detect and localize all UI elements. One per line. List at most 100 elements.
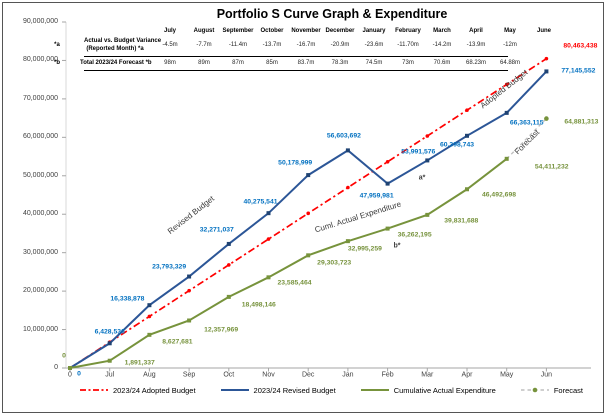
x-axis-label: Apr [461, 371, 473, 379]
legend-item: 2023/24 Adopted Budget [79, 385, 196, 395]
adopted-marker [465, 108, 469, 113]
data-label-cumulative: 36,262,195 [397, 231, 432, 239]
y-axis-label: 0 [54, 364, 58, 371]
data-label-adopted: 80,463,438 [563, 42, 598, 50]
data-label-cumulative: 8,627,681 [162, 338, 193, 346]
x-axis-label: Oct [223, 371, 235, 379]
table-cell-forecast: 70.6m [433, 60, 451, 66]
revised-marker [187, 274, 192, 279]
footnote-marker: b* [393, 242, 401, 250]
revised-marker [226, 241, 231, 246]
cumulative-marker [68, 366, 72, 370]
chart-legend: 2023/24 Adopted Budget 2023/24 Revised Bu… [70, 385, 592, 395]
adopted-marker [385, 159, 390, 164]
table-column-header: June [536, 28, 552, 34]
data-label-revised: 53,991,576 [401, 148, 436, 156]
data-label-forecast: 64,881,313 [564, 118, 599, 126]
legend-label: Cumulative Actual Expenditure [393, 385, 496, 395]
x-axis-label: Sep [182, 371, 196, 379]
cumulative-marker [504, 156, 509, 161]
table-row-marker: *a [54, 42, 60, 48]
adopted-marker [346, 185, 350, 190]
legend-marker-icon [220, 389, 249, 391]
table-cell-variance: -4.5m [162, 42, 178, 48]
x-axis-label: Dec [301, 371, 315, 379]
table-rule [84, 70, 508, 71]
data-label-cumulative: 18,498,146 [241, 301, 276, 309]
legend-item: Forecast [520, 385, 583, 395]
data-label-cumulative: 29,303,723 [317, 259, 352, 267]
x-axis-label: Feb [381, 371, 394, 379]
adopted-marker [425, 134, 430, 138]
table-column-header: July [163, 28, 177, 34]
table-cell-forecast: 64.88m [499, 60, 521, 66]
data-label-cumulative: 46,492,698 [481, 191, 517, 199]
data-label-cumulative: 32,995,259 [347, 245, 382, 253]
revised-marker [147, 303, 152, 308]
footnote-marker: a* [418, 174, 426, 182]
y-axis-label: 30,000,000 [22, 248, 58, 256]
table-cell-variance: -11.70m [397, 42, 419, 48]
x-axis-label: Jun [540, 371, 553, 379]
table-cell-forecast: 73m [402, 60, 414, 66]
data-label-revised: 66,363,115 [509, 119, 544, 127]
table-cell-variance: -23.6m [364, 42, 384, 48]
legend-item: Cumulative Actual Expenditure [360, 385, 496, 395]
table-column-header: March [433, 28, 451, 34]
table-cell-variance: -7.7m [196, 42, 212, 48]
x-axis-label: Aug [143, 371, 156, 379]
adopted-marker [187, 288, 191, 293]
cumulative-marker [187, 318, 192, 323]
revised-marker [385, 181, 390, 186]
table-column-header: September [222, 28, 254, 34]
table-cell-forecast: 87m [232, 60, 244, 66]
legend-label: 2023/24 Revised Budget [253, 385, 336, 395]
x-axis-label: Nov [262, 371, 275, 379]
forecast-marker [544, 116, 549, 121]
cumulative-marker [465, 187, 469, 192]
cumulative-marker [425, 212, 430, 217]
table-row-label: Total 2023/24 Forecast *b [80, 60, 152, 66]
table-cell-variance: -16.7m [296, 42, 316, 48]
table-cell-variance: -12m [503, 42, 517, 48]
table-cell-forecast: 83.7m [297, 60, 315, 66]
x-axis-label: Jul [105, 371, 115, 379]
table-row-label: Actual vs. Budget Variance [84, 38, 162, 44]
cumulative-marker [226, 294, 231, 299]
y-axis-label: 10,000,000 [22, 325, 58, 333]
legend-marker-icon [79, 389, 108, 391]
y-axis-label: 40,000,000 [22, 210, 58, 218]
legend-marker-icon [360, 389, 389, 391]
data-label-revised: 47,959,981 [359, 192, 394, 200]
data-label-revised: 77,145,552 [561, 67, 596, 75]
data-label-revised: 0 [77, 370, 81, 378]
cumulative-marker [385, 226, 390, 231]
revised-marker [544, 69, 549, 74]
table-column-header: November [291, 28, 321, 34]
revised-marker [306, 173, 311, 178]
adopted-marker [306, 211, 311, 216]
data-label-cumulative: 12,357,969 [204, 326, 239, 334]
revised-marker [504, 110, 509, 115]
data-label-revised: 32,271,037 [199, 226, 234, 234]
table-column-header: February [395, 28, 421, 34]
table-column-header: January [362, 28, 386, 34]
table-cell-forecast: 85m [266, 60, 278, 66]
revised-marker [425, 158, 430, 163]
adopted-marker [227, 263, 231, 267]
data-label-cumulative: 39,831,688 [444, 217, 479, 225]
table-column-header: October [260, 28, 284, 34]
adopted-marker [544, 56, 549, 61]
table-cell-forecast: 68.23m [465, 60, 487, 66]
table-rule [84, 56, 508, 57]
table-column-header: August [193, 28, 215, 34]
table-cell-forecast: 74.5m [365, 60, 383, 66]
revised-marker [107, 341, 112, 346]
data-label-revised: 40,275,541 [243, 198, 278, 206]
table-column-header: December [325, 28, 355, 34]
data-label-cumulative: 1,891,337 [124, 359, 155, 367]
y-axis-label: 50,000,000 [22, 171, 58, 179]
cumulative-marker [345, 239, 350, 244]
